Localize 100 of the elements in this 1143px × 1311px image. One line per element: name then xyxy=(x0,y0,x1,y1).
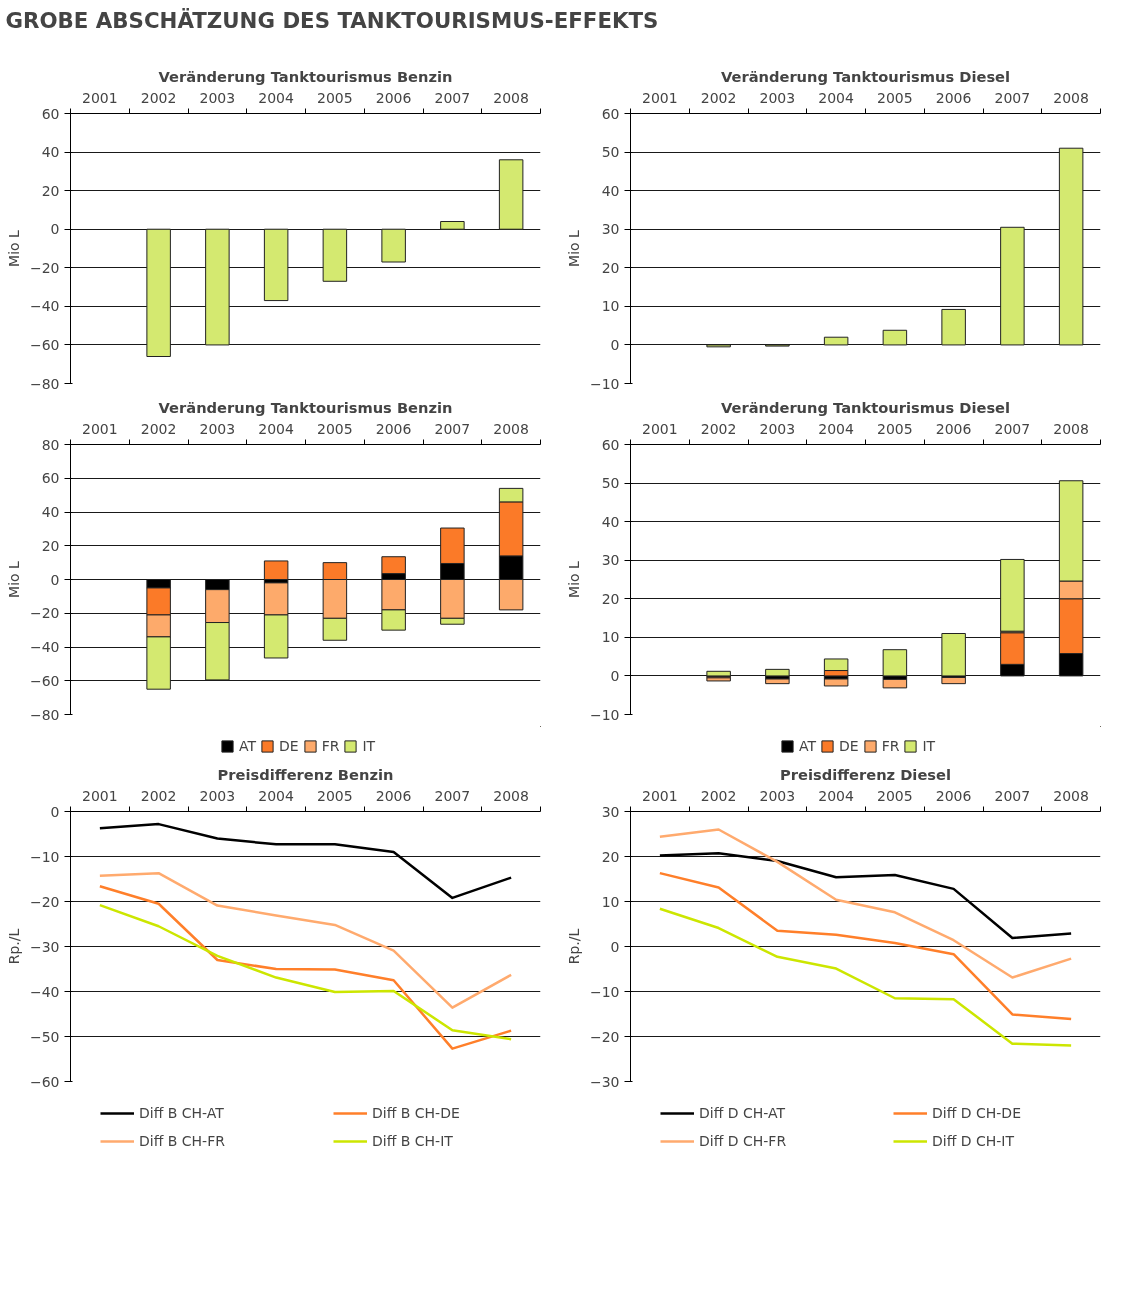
x-tick-label: 2008 xyxy=(493,89,529,106)
x-tick-label: 2007 xyxy=(994,420,1031,437)
x-tick-label: 2006 xyxy=(375,89,412,106)
y-tick-label: 20 xyxy=(601,590,620,607)
x-tick-label: 2003 xyxy=(759,420,796,437)
y-tick-label: 60 xyxy=(601,436,620,453)
x-tick-label: 2001 xyxy=(82,89,118,106)
x-tick-label: 2002 xyxy=(700,89,737,106)
x-tick-label: 2001 xyxy=(642,787,678,804)
y-axis-title: Rp./L xyxy=(5,928,22,965)
chart-title: Veränderung Tanktourismus Diesel xyxy=(720,398,1011,416)
x-tick-label: 2007 xyxy=(994,89,1031,106)
y-tick-label: −20 xyxy=(29,893,60,910)
y-tick-label: −10 xyxy=(589,983,620,1000)
y-tick-label: 0 xyxy=(610,938,620,955)
y-tick-label: 20 xyxy=(601,259,620,276)
x-tick-label: 2005 xyxy=(877,787,913,804)
y-tick-label: 40 xyxy=(601,513,620,530)
y-tick-label: −20 xyxy=(29,259,60,276)
legend-label: Diff D CH-FR xyxy=(699,1133,788,1149)
y-tick-label: 10 xyxy=(601,893,620,910)
y-tick-label: 10 xyxy=(601,629,620,646)
legend-label: AT xyxy=(239,738,257,754)
y-axis-title: Mio L xyxy=(565,560,582,598)
x-tick-label: 2008 xyxy=(493,420,529,437)
y-axis-title: Mio L xyxy=(5,560,22,598)
y-tick-label: 0 xyxy=(610,667,620,684)
y-tick-label: 20 xyxy=(41,537,60,554)
x-tick-label: 2006 xyxy=(375,787,412,804)
y-tick-label: 50 xyxy=(601,475,620,492)
y-tick-label: 0 xyxy=(50,221,60,238)
x-tick-label: 2008 xyxy=(1053,787,1089,804)
y-tick-label: −50 xyxy=(29,1028,60,1045)
x-tick-label: 2002 xyxy=(140,89,177,106)
x-tick-label: 2006 xyxy=(935,420,972,437)
x-tick-label: 2004 xyxy=(818,420,855,437)
y-tick-label: −60 xyxy=(29,336,60,353)
x-tick-label: 2004 xyxy=(258,787,295,804)
y-tick-label: −30 xyxy=(29,938,60,955)
x-tick-label: 2008 xyxy=(1053,89,1089,106)
legend-label: Diff D CH-DE xyxy=(932,1105,1022,1121)
legend-label: FR xyxy=(881,738,900,754)
x-tick-label: 2008 xyxy=(493,787,529,804)
y-tick-label: 30 xyxy=(601,803,620,820)
x-tick-label: 2005 xyxy=(317,420,353,437)
x-tick-label: 2001 xyxy=(82,787,118,804)
y-tick-label: −10 xyxy=(589,375,620,392)
y-tick-label: 40 xyxy=(601,182,620,199)
x-tick-label: 2006 xyxy=(375,420,412,437)
legend-label: DE xyxy=(279,738,299,754)
y-tick-label: −60 xyxy=(29,1073,60,1090)
x-tick-label: 2001 xyxy=(82,420,118,437)
y-tick-label: −40 xyxy=(29,983,60,1000)
chart-title: Veränderung Tanktourismus Diesel xyxy=(720,67,1011,85)
x-tick-label: 2003 xyxy=(759,89,796,106)
chart-title: Preisdifferenz Diesel xyxy=(779,765,952,783)
chart-title: Veränderung Tanktourismus Benzin xyxy=(158,67,453,85)
y-tick-label: −20 xyxy=(589,1028,620,1045)
x-tick-label: 2007 xyxy=(434,420,471,437)
y-tick-label: −10 xyxy=(29,848,60,865)
x-tick-label: 2003 xyxy=(199,787,236,804)
y-tick-label: 0 xyxy=(50,571,60,588)
y-tick-label: 20 xyxy=(41,182,60,199)
y-tick-label: 40 xyxy=(41,144,60,161)
x-tick-label: 2007 xyxy=(434,89,471,106)
legend-label: FR xyxy=(321,738,340,754)
x-tick-label: 2004 xyxy=(818,787,855,804)
y-tick-label: 60 xyxy=(41,470,60,487)
x-tick-label: 2006 xyxy=(935,787,972,804)
legend-label: Diff B CH-IT xyxy=(372,1133,454,1149)
y-tick-label: 50 xyxy=(601,144,620,161)
x-tick-label: 2002 xyxy=(140,420,177,437)
x-tick-label: 2001 xyxy=(642,420,678,437)
legend-label: Diff B CH-DE xyxy=(372,1105,461,1121)
y-tick-label: 80 xyxy=(41,436,60,453)
x-tick-label: 2002 xyxy=(700,787,737,804)
legend-label: AT xyxy=(799,738,817,754)
x-tick-label: 2003 xyxy=(199,420,236,437)
y-tick-label: 30 xyxy=(601,552,620,569)
x-tick-label: 2002 xyxy=(700,420,737,437)
legend-label: Diff D CH-AT xyxy=(699,1105,787,1121)
y-tick-label: −80 xyxy=(29,375,60,392)
chart-title: Veränderung Tanktourismus Benzin xyxy=(158,398,453,416)
y-axis-title: Rp./L xyxy=(565,928,582,965)
legend-label: Diff B CH-FR xyxy=(139,1133,226,1149)
legend-label: Diff B CH-AT xyxy=(139,1105,225,1121)
y-tick-label: 0 xyxy=(50,803,60,820)
y-tick-label: 20 xyxy=(601,848,620,865)
legend-label: IT xyxy=(362,738,376,754)
text: GROBE ABSCHÄTZUNG DES TANKTOURISMUS-EFFEKTS xyxy=(5,7,659,33)
x-tick-label: 2007 xyxy=(994,787,1031,804)
x-tick-label: 2003 xyxy=(199,89,236,106)
legend-label: IT xyxy=(922,738,936,754)
x-tick-label: 2005 xyxy=(877,420,913,437)
x-tick-label: 2005 xyxy=(317,89,353,106)
x-tick-label: 2002 xyxy=(140,787,177,804)
x-tick-label: 2005 xyxy=(317,787,353,804)
y-tick-label: −40 xyxy=(29,639,60,655)
y-tick-label: −40 xyxy=(29,298,60,315)
x-tick-label: 2004 xyxy=(258,420,295,437)
